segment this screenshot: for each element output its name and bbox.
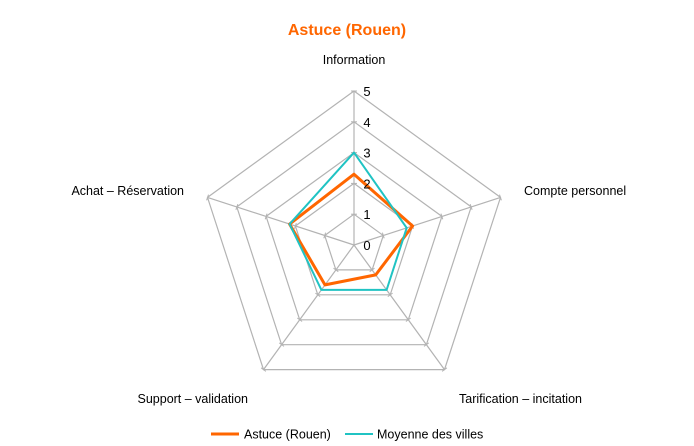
series-line-1 bbox=[288, 172, 415, 287]
axis-spoke bbox=[353, 244, 445, 370]
axis-spoke bbox=[353, 196, 501, 246]
axis-tick-mark bbox=[206, 194, 209, 201]
chart-title: Astuce (Rouen) bbox=[288, 22, 406, 39]
axis-tick-mark bbox=[278, 342, 285, 347]
axis-tick-mark bbox=[294, 222, 297, 229]
series-lines bbox=[288, 151, 415, 291]
grid-ring-3 bbox=[265, 151, 443, 321]
axis-tick-mark bbox=[441, 367, 448, 372]
legend-label: Astuce (Rouen) bbox=[244, 428, 331, 442]
axis-label: Tarification – incitation bbox=[459, 392, 582, 406]
axis-tick-mark bbox=[469, 203, 473, 210]
axis-tick-mark bbox=[381, 232, 385, 239]
axis-tick-mark bbox=[297, 317, 303, 322]
radial-tick-labels: 0 1 2 3 4 5 bbox=[363, 84, 370, 253]
axis-tick-mark bbox=[315, 292, 321, 298]
tick-label: 2 bbox=[363, 176, 370, 191]
axis-tick-mark bbox=[499, 194, 502, 201]
axis-tick-mark bbox=[387, 292, 393, 298]
axis-label: Information bbox=[323, 53, 386, 67]
axis-tick-mark bbox=[405, 317, 411, 322]
legend-label: Moyenne des villes bbox=[377, 428, 483, 442]
axis-tick-mark bbox=[264, 213, 268, 220]
axis-tick-mark bbox=[369, 267, 375, 273]
axis-label: Support – validation bbox=[138, 392, 249, 406]
series-line-2 bbox=[288, 151, 408, 291]
radar-grid bbox=[206, 90, 502, 372]
grid-ring-4 bbox=[236, 121, 472, 346]
axis-label: Compte personnel bbox=[524, 184, 626, 198]
tick-label: 5 bbox=[363, 84, 370, 99]
axis-tick-mark bbox=[323, 232, 327, 239]
tick-label: 1 bbox=[363, 207, 370, 222]
tick-label: 4 bbox=[363, 115, 370, 130]
axis-label: Achat – Réservation bbox=[71, 184, 184, 198]
axis-labels: Information Compte personnel Tarification … bbox=[71, 53, 626, 406]
axis-tick-mark bbox=[440, 213, 444, 220]
legend: Astuce (Rouen) Moyenne des villes bbox=[211, 428, 483, 442]
tick-label: 0 bbox=[363, 238, 370, 253]
axis-spoke bbox=[263, 244, 355, 370]
tick-label: 3 bbox=[363, 146, 370, 161]
axis-tick-mark bbox=[235, 203, 239, 210]
axis-tick-mark bbox=[423, 342, 430, 347]
axis-spoke bbox=[207, 196, 355, 246]
axis-tick-mark bbox=[260, 367, 267, 372]
grid-ring-5 bbox=[206, 90, 502, 371]
axis-tick-mark bbox=[333, 267, 339, 273]
grid-ring-1 bbox=[323, 213, 385, 271]
